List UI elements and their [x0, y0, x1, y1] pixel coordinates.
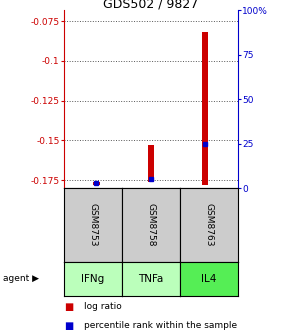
Text: TNFa: TNFa	[138, 274, 164, 284]
Text: percentile rank within the sample: percentile rank within the sample	[84, 322, 237, 330]
Bar	[93, 182, 100, 185]
Text: log ratio: log ratio	[84, 302, 122, 311]
Title: GDS502 / 9827: GDS502 / 9827	[103, 0, 198, 10]
Text: GSM8753: GSM8753	[88, 203, 97, 247]
Text: GSM8763: GSM8763	[204, 203, 213, 247]
Bar	[202, 32, 209, 185]
Text: agent ▶: agent ▶	[3, 275, 39, 283]
Text: IL4: IL4	[201, 274, 217, 284]
Text: IFNg: IFNg	[81, 274, 104, 284]
Text: ■: ■	[64, 302, 73, 312]
Bar	[148, 145, 154, 182]
Text: GSM8758: GSM8758	[146, 203, 155, 247]
Text: ■: ■	[64, 321, 73, 331]
